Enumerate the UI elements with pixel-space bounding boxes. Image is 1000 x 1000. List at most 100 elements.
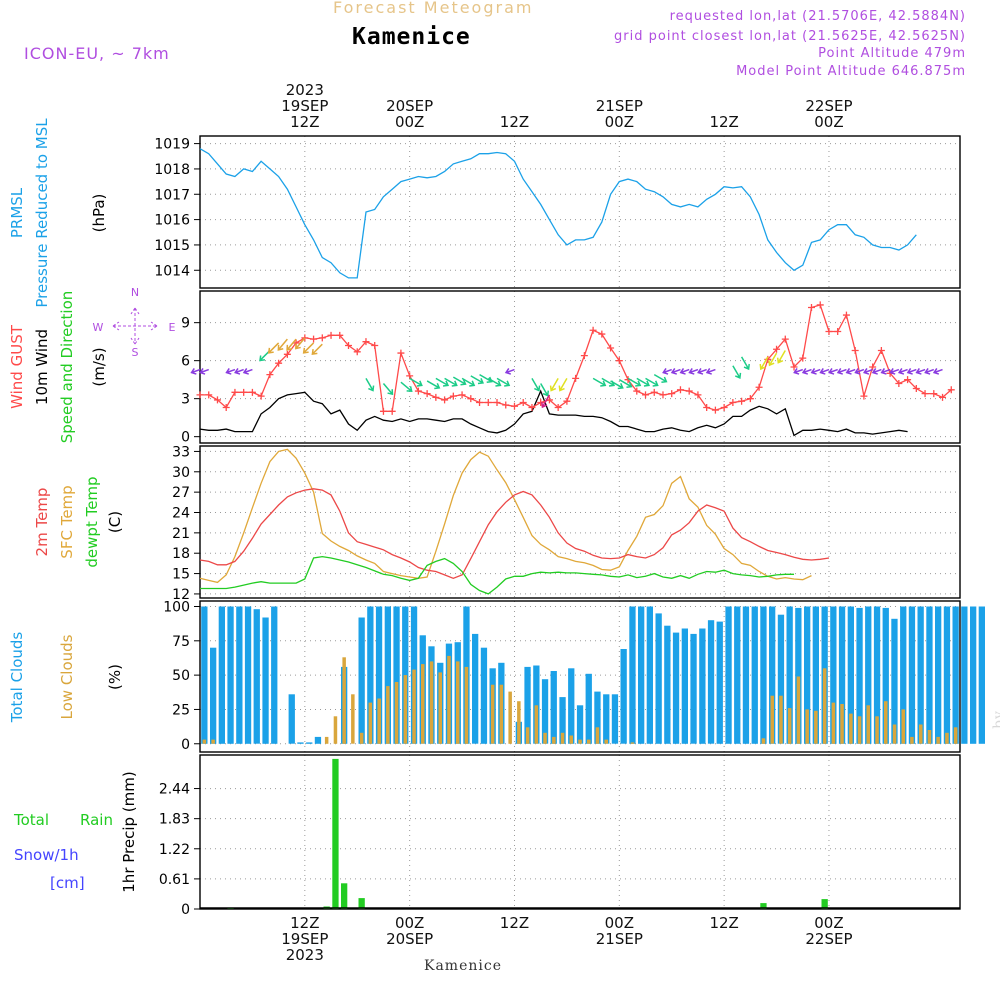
wind-arrow-icon	[906, 368, 917, 375]
total-cloud-bar	[638, 606, 645, 744]
precip-axis-label: 1hr Precip (mm)	[120, 771, 138, 892]
gridpoint-coords: grid point closest lon,lat (21.5625E, 42…	[614, 29, 966, 44]
wind-arrow-icon	[199, 368, 209, 375]
bottom-time-label: 00Z	[605, 914, 634, 932]
top-time-label: 2023	[286, 81, 324, 99]
bottom-time-label: 20SEP	[386, 930, 433, 948]
low-cloud-bar	[333, 716, 338, 744]
pressure-panel	[194, 135, 961, 289]
wind-arrow-icon	[286, 338, 297, 351]
wind-arrow-icon	[793, 368, 804, 375]
low-cloud-bar	[342, 657, 346, 744]
footer-location: Kamenice	[424, 958, 502, 974]
total-rain-label-rain: Rain	[80, 811, 113, 829]
model-altitude: Model Point Altitude 646.875m	[736, 64, 966, 79]
gust-point	[449, 392, 457, 400]
y-tick-label: 1016	[154, 213, 190, 229]
wind-panel	[194, 290, 961, 444]
y-tick-label: 30	[172, 465, 190, 481]
page-title: Kamenice	[352, 24, 471, 50]
gust-point	[310, 335, 318, 343]
gust-point	[345, 341, 353, 349]
gust-point	[196, 391, 204, 399]
top-time-label: 00Z	[395, 113, 424, 131]
wind-arrow-icon	[618, 379, 633, 389]
gust-point	[502, 401, 510, 409]
wind10m-series	[199, 389, 908, 437]
gust-point	[484, 398, 492, 406]
low-cloud-bar	[884, 701, 888, 744]
wind-arrow-icon	[636, 377, 650, 387]
wind-arrow-icon	[880, 368, 891, 375]
requested-coords: requested lon,lat (21.5706E, 42.5884N)	[669, 9, 966, 24]
bottom-time-label: 12Z	[500, 914, 529, 932]
low-cloud-bar	[927, 730, 932, 744]
top-time-label: 00Z	[814, 113, 843, 131]
low-cloud-bar	[447, 655, 451, 744]
dewpt-temp-label: dewpt Temp	[83, 476, 101, 567]
wind-arrow-icon	[470, 375, 485, 385]
bottom-time-label: 19SEP	[281, 930, 328, 948]
wind-arrow-icon	[863, 368, 873, 375]
y-tick-label: 25	[172, 702, 190, 718]
total-cloud-bar	[655, 613, 662, 744]
wind-arrow-icon	[540, 383, 550, 397]
total-cloud-bar	[917, 606, 924, 744]
wind-arrow-icon	[426, 380, 441, 390]
wind-arrow-icon	[854, 368, 865, 375]
gust-point	[851, 347, 859, 355]
total-cloud-bar	[550, 671, 557, 744]
gust-point	[607, 344, 615, 352]
total-cloud-bar	[472, 633, 479, 744]
total-cloud-bar	[288, 694, 295, 744]
low-cloud-bar	[761, 738, 766, 744]
top-time-label: 12Z	[500, 113, 529, 131]
total-cloud-bar	[227, 606, 234, 744]
wind-arrow-icon	[234, 368, 244, 375]
gust-point	[572, 374, 580, 382]
gust-point	[240, 388, 248, 396]
gust-point	[248, 388, 256, 396]
y-tick-label: 0	[181, 902, 190, 918]
gust-point	[563, 397, 571, 405]
gust-point	[720, 404, 728, 412]
wind-speed-dir-label: Speed and Direction	[58, 291, 76, 444]
gust-point	[441, 396, 449, 404]
gust-point	[301, 334, 309, 342]
low-cloud-bar	[822, 668, 827, 744]
low-cloud-bar	[499, 684, 504, 744]
gust-point	[685, 387, 693, 395]
gust-point	[467, 395, 475, 403]
top-time-label: 19SEP	[281, 97, 328, 115]
wind-arrow-icon	[819, 368, 830, 375]
wind-arrow-icon	[496, 377, 511, 387]
total-cloud-bar	[681, 628, 688, 744]
pressure-frame	[199, 135, 961, 289]
total-cloud-bar	[742, 606, 750, 744]
total-cloud-bar	[672, 632, 680, 744]
wind-arrow-icon	[541, 394, 551, 409]
precip-frame	[199, 754, 961, 910]
low-cloud-bar	[377, 698, 381, 744]
total-cloud-bar	[576, 705, 584, 744]
gust-point	[711, 406, 719, 414]
gust-series	[196, 301, 955, 415]
wind-arrow-icon	[267, 342, 280, 354]
wind-arrow-icon	[759, 356, 769, 371]
wind-arrow-icon	[549, 378, 559, 392]
low-cloud-bar	[595, 727, 600, 744]
total-cloud-bar	[393, 606, 400, 744]
top-time-label: 21SEP	[596, 97, 643, 115]
total-cloud-bar	[541, 679, 549, 744]
gust-point	[755, 383, 763, 391]
precip-bar	[760, 903, 767, 909]
low-cloud-bar	[805, 709, 809, 744]
wind-arrow-icon	[531, 378, 541, 392]
gust-point	[799, 354, 807, 362]
low-cloud-bar	[560, 732, 565, 744]
gust-point	[493, 398, 501, 406]
y-tick-label: 1018	[154, 162, 190, 178]
gust-point	[371, 341, 379, 349]
wind-arrow-icon	[810, 368, 821, 375]
gust-point	[222, 404, 230, 412]
